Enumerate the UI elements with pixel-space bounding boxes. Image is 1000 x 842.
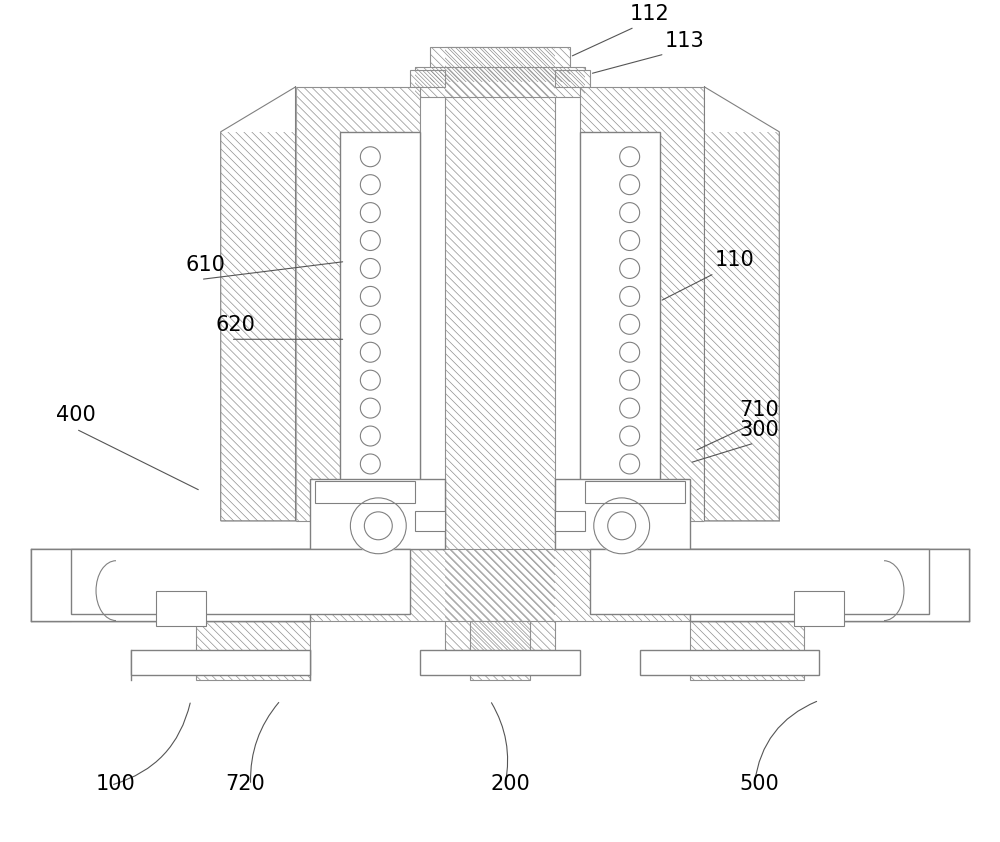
Bar — [71, 549, 410, 614]
Circle shape — [360, 314, 380, 334]
Bar — [410, 70, 445, 87]
Bar — [340, 132, 420, 491]
Text: 112: 112 — [630, 4, 669, 24]
Circle shape — [620, 286, 640, 306]
Circle shape — [620, 426, 640, 446]
Circle shape — [360, 231, 380, 251]
Text: 100: 100 — [96, 774, 136, 794]
Text: 110: 110 — [714, 250, 754, 270]
Bar — [31, 549, 310, 621]
Circle shape — [360, 147, 380, 167]
Circle shape — [608, 512, 636, 540]
Text: 200: 200 — [490, 774, 530, 794]
Circle shape — [360, 258, 380, 279]
Bar — [929, 549, 969, 621]
Circle shape — [360, 398, 380, 418]
Bar — [580, 87, 704, 521]
Text: 500: 500 — [739, 774, 779, 794]
Text: 400: 400 — [56, 405, 96, 425]
Bar — [31, 549, 71, 621]
Bar — [555, 479, 690, 549]
Polygon shape — [221, 87, 296, 521]
Bar — [221, 132, 296, 521]
Text: 620: 620 — [216, 315, 256, 335]
Circle shape — [364, 512, 392, 540]
Bar — [131, 651, 310, 675]
Text: 610: 610 — [186, 255, 226, 275]
Bar — [704, 132, 779, 521]
Circle shape — [620, 203, 640, 222]
Circle shape — [360, 426, 380, 446]
Bar — [555, 70, 590, 87]
Bar — [585, 481, 685, 503]
Bar — [470, 621, 530, 680]
Bar — [415, 511, 445, 530]
Text: 720: 720 — [226, 774, 265, 794]
Circle shape — [360, 286, 380, 306]
Bar — [296, 87, 420, 521]
Text: 300: 300 — [739, 420, 779, 440]
Bar — [271, 549, 310, 621]
Bar — [156, 590, 206, 626]
Circle shape — [620, 398, 640, 418]
Bar — [690, 549, 969, 621]
Circle shape — [620, 314, 640, 334]
Circle shape — [360, 203, 380, 222]
Circle shape — [360, 174, 380, 195]
Bar — [430, 47, 570, 82]
Bar — [415, 67, 585, 97]
Circle shape — [620, 454, 640, 474]
Circle shape — [360, 343, 380, 362]
Bar — [31, 549, 969, 621]
Circle shape — [620, 258, 640, 279]
Bar — [580, 132, 660, 491]
Polygon shape — [704, 87, 779, 521]
Circle shape — [620, 147, 640, 167]
Circle shape — [620, 343, 640, 362]
Circle shape — [360, 454, 380, 474]
Circle shape — [360, 370, 380, 390]
Circle shape — [350, 498, 406, 554]
Bar — [310, 479, 445, 549]
Text: 710: 710 — [739, 400, 779, 420]
Bar — [315, 481, 415, 503]
Circle shape — [620, 231, 640, 251]
Bar — [420, 651, 580, 675]
Bar — [555, 511, 585, 530]
Bar — [590, 549, 929, 614]
Circle shape — [620, 370, 640, 390]
Bar — [794, 590, 844, 626]
Bar — [445, 47, 555, 651]
Circle shape — [594, 498, 650, 554]
Bar — [196, 621, 310, 680]
Text: 113: 113 — [665, 31, 704, 51]
Bar — [640, 651, 819, 675]
Bar — [690, 549, 729, 621]
Circle shape — [620, 174, 640, 195]
Bar — [690, 621, 804, 680]
